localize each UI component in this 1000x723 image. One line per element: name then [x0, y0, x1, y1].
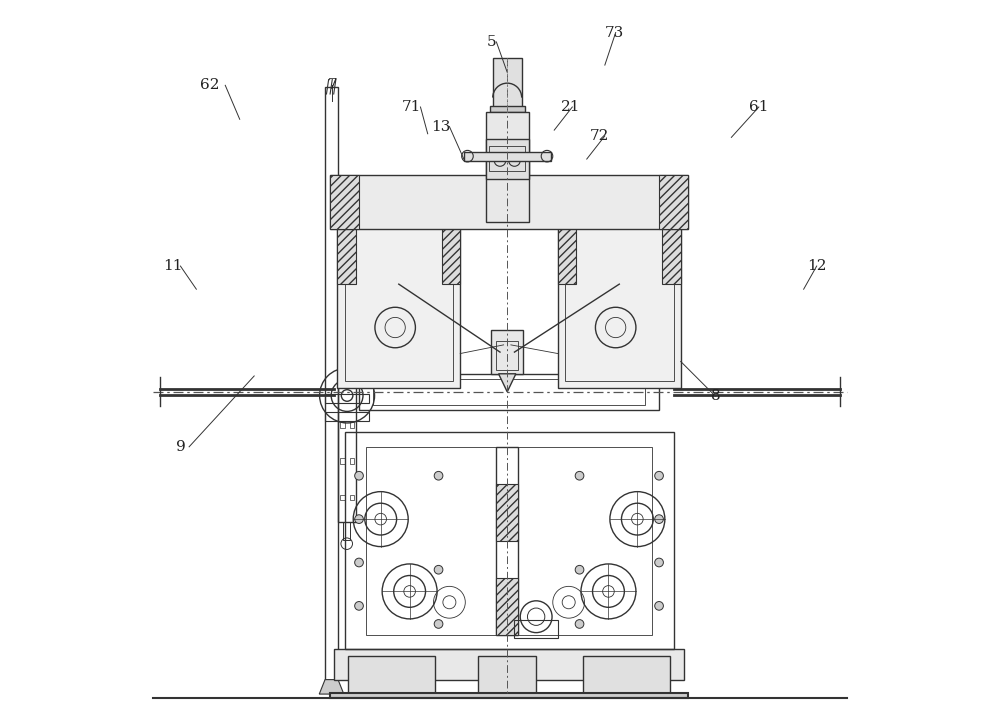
Circle shape [355, 558, 363, 567]
Bar [486, 112, 529, 222]
Polygon shape [319, 680, 344, 694]
Bar [325, 412, 369, 421]
Bar [359, 374, 659, 410]
Text: 9: 9 [176, 440, 185, 454]
Bar [330, 175, 359, 229]
Bar [514, 620, 558, 638]
Text: 13: 13 [431, 119, 450, 134]
Bar [583, 656, 670, 696]
Bar [496, 341, 518, 370]
Circle shape [434, 565, 443, 574]
Text: 71: 71 [402, 100, 421, 114]
Bar [348, 656, 435, 696]
Circle shape [575, 471, 584, 480]
Bar [366, 447, 652, 635]
Bar [330, 175, 688, 229]
Circle shape [655, 471, 663, 480]
Bar [565, 222, 674, 381]
Bar [330, 693, 688, 698]
Circle shape [655, 558, 663, 567]
Bar [345, 222, 453, 381]
Bar [325, 87, 338, 680]
Bar [496, 484, 518, 541]
Polygon shape [499, 374, 516, 392]
Bar [373, 379, 645, 405]
Bar [496, 578, 518, 635]
Bar [340, 495, 345, 500]
Text: 7: 7 [327, 78, 337, 93]
Text: 61: 61 [749, 100, 769, 114]
Bar [343, 522, 350, 540]
Bar [486, 139, 529, 179]
Circle shape [575, 565, 584, 574]
Bar [350, 422, 354, 428]
Bar [340, 422, 345, 428]
Bar [345, 432, 674, 649]
Text: 11: 11 [163, 259, 183, 273]
Text: 12: 12 [807, 259, 826, 273]
Bar [490, 106, 525, 112]
Text: 62: 62 [200, 78, 219, 93]
Circle shape [434, 620, 443, 628]
Circle shape [355, 602, 363, 610]
Text: 72: 72 [590, 129, 609, 143]
Bar [340, 458, 345, 464]
Bar [489, 146, 525, 171]
Bar [334, 649, 684, 680]
Circle shape [434, 471, 443, 480]
Text: 5: 5 [487, 35, 496, 49]
Circle shape [655, 602, 663, 610]
Bar [464, 152, 551, 161]
Text: 8: 8 [711, 389, 720, 403]
Bar [496, 447, 518, 635]
Bar [337, 215, 460, 388]
Bar [350, 495, 354, 500]
Text: 21: 21 [561, 100, 581, 114]
Bar [338, 385, 356, 522]
Bar [491, 330, 523, 374]
Bar [558, 215, 681, 388]
Circle shape [355, 471, 363, 480]
Bar [350, 458, 354, 464]
Circle shape [355, 515, 363, 523]
Bar [337, 223, 356, 284]
Bar [325, 394, 369, 403]
Bar [442, 223, 460, 284]
Bar [662, 223, 681, 284]
Bar [478, 656, 536, 696]
Text: 73: 73 [605, 25, 624, 40]
Bar [558, 223, 576, 284]
Bar [493, 58, 522, 112]
Circle shape [655, 515, 663, 523]
Bar [659, 175, 688, 229]
Circle shape [575, 620, 584, 628]
